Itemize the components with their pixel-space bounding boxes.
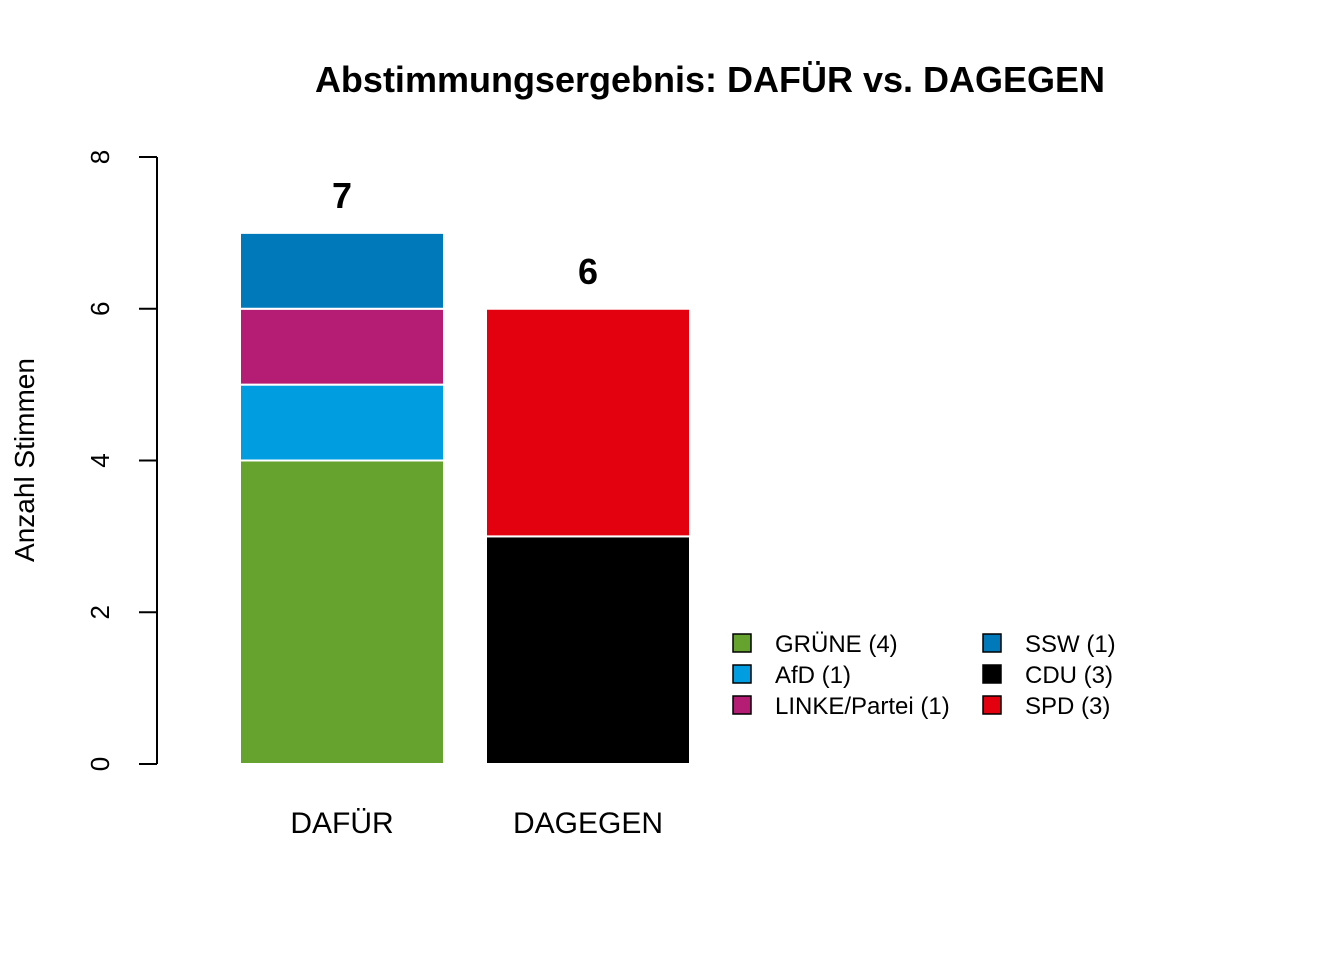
bar-total-label: 6 <box>578 251 598 292</box>
legend-item: SSW (1) <box>982 631 1116 658</box>
legend-swatch <box>982 695 1002 715</box>
y-tick-label: 2 <box>85 605 115 619</box>
y-tick-label: 6 <box>85 302 115 316</box>
bar-segment <box>239 307 445 386</box>
legend-item: SPD (3) <box>982 693 1110 720</box>
legend-label: LINKE/Partei (1) <box>775 693 950 720</box>
bar-total-label: 7 <box>332 175 352 216</box>
bar-segment <box>239 459 445 765</box>
y-tick-label: 0 <box>85 757 115 771</box>
bar-segment <box>239 383 445 462</box>
legend-label: SPD (3) <box>1025 693 1110 720</box>
legend-label: CDU (3) <box>1025 662 1113 689</box>
legend: GRÜNE (4) AfD (1) LINKE/Partei (1) SSW (1) C… <box>732 631 1116 720</box>
y-tick-label: 8 <box>85 150 115 164</box>
y-axis: 0 2 4 6 8 <box>85 150 158 771</box>
legend-swatch <box>732 664 752 684</box>
y-axis-label: Anzahl Stimmen <box>9 358 40 562</box>
bar-segment <box>485 307 691 538</box>
legend-item: GRÜNE (4) <box>732 631 898 658</box>
bar-segment <box>485 535 691 765</box>
legend-swatch <box>732 695 752 715</box>
category-label: DAFÜR <box>290 807 393 840</box>
chart-title: Abstimmungsergebnis: DAFÜR vs. DAGEGEN <box>315 59 1105 100</box>
legend-label: GRÜNE (4) <box>775 631 898 658</box>
legend-item: LINKE/Partei (1) <box>732 693 950 720</box>
y-tick-label: 4 <box>85 453 115 467</box>
legend-swatch <box>982 633 1002 653</box>
bar-segment <box>239 231 445 310</box>
legend-item: CDU (3) <box>982 662 1113 689</box>
legend-swatch <box>732 633 752 653</box>
bars <box>239 231 691 765</box>
legend-swatch <box>982 664 1002 684</box>
legend-item: AfD (1) <box>732 662 851 689</box>
category-label: DAGEGEN <box>513 807 663 840</box>
legend-label: AfD (1) <box>775 662 851 689</box>
legend-label: SSW (1) <box>1025 631 1116 658</box>
bar-totals: 76 <box>332 175 598 292</box>
category-labels: DAFÜR DAGEGEN <box>290 807 663 840</box>
